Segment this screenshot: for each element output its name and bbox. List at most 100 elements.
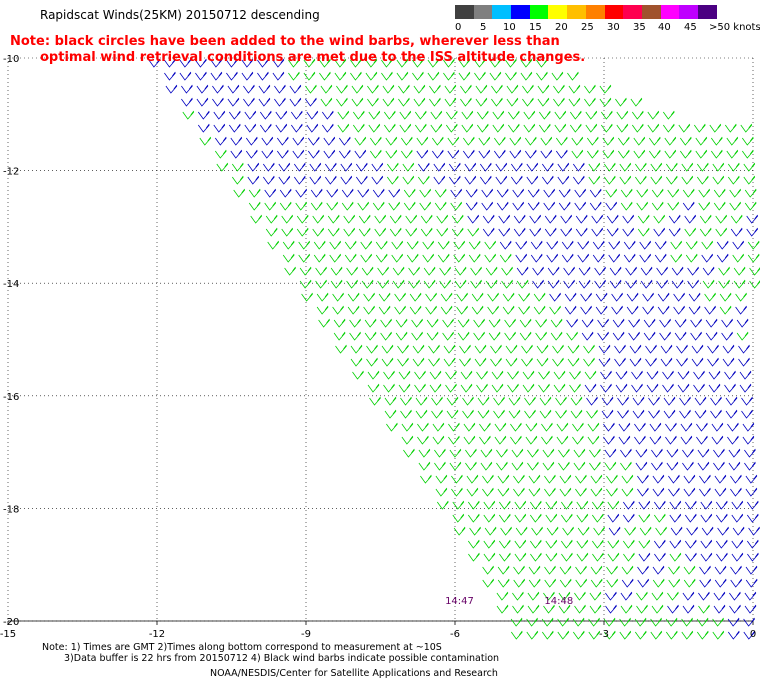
wind-barb: [562, 526, 574, 536]
wind-barb: [544, 578, 557, 588]
wind-barb: [179, 71, 192, 81]
wind-barb: [683, 565, 696, 575]
wind-barb: [164, 58, 176, 68]
wind-barb: [475, 84, 488, 94]
wind-barb: [493, 409, 505, 419]
wind-barb: [560, 539, 573, 549]
wind-barb: [538, 110, 551, 120]
wind-barb: [179, 58, 192, 68]
wind-barb: [460, 84, 472, 94]
wind-barb: [694, 396, 707, 406]
wind-barb: [637, 565, 649, 575]
wind-barb: [617, 409, 629, 419]
wind-barb: [479, 175, 492, 185]
wind-barb: [367, 370, 380, 380]
wind-barb: [693, 370, 705, 380]
wind-barb: [250, 214, 263, 224]
wind-barb: [334, 71, 347, 81]
wind-barb: [678, 123, 691, 133]
legend-labels: 0 5 10 15 20 25 30 35 40 45 >50 knots: [455, 22, 760, 36]
wind-barb: [560, 513, 573, 523]
wind-barb: [496, 188, 509, 198]
wind-barb: [507, 370, 519, 380]
wind-barb: [660, 357, 673, 367]
wind-barb: [310, 201, 323, 211]
wind-barb: [385, 136, 398, 146]
wind-barb: [489, 71, 502, 81]
wind-barb: [578, 279, 591, 289]
wind-barb: [448, 435, 460, 445]
wind-barb: [502, 305, 515, 315]
wind-barb: [648, 149, 661, 159]
wind-barb: [743, 175, 756, 185]
wind-barb: [391, 240, 404, 250]
wind-barb: [181, 84, 193, 94]
wind-barb: [512, 604, 524, 614]
wind-barb: [683, 487, 696, 497]
wind-barb: [695, 136, 708, 146]
wind-barb: [727, 617, 740, 627]
wind-barb: [520, 71, 533, 81]
wind-barb: [622, 500, 635, 510]
wind-barb: [538, 370, 550, 380]
wind-barb: [479, 435, 491, 445]
wind-barb: [696, 435, 708, 445]
wind-barb: [589, 604, 602, 614]
wind-barb: [557, 162, 570, 172]
wind-barb: [330, 279, 343, 289]
wind-barb: [697, 448, 710, 458]
wind-barb: [363, 292, 375, 302]
wind-barb: [492, 123, 505, 133]
wind-barb: [605, 188, 618, 198]
wind-barb: [561, 253, 574, 263]
wind-barb: [567, 344, 580, 354]
wind-barb: [384, 409, 397, 419]
wind-barb: [385, 149, 398, 159]
wind-barb: [684, 539, 697, 549]
wind-barb: [315, 266, 327, 276]
wind-barb: [272, 71, 285, 81]
wind-barb: [241, 58, 254, 68]
wind-barb: [281, 227, 294, 237]
wind-barb: [642, 292, 654, 302]
wind-barb: [608, 240, 621, 250]
wind-barb: [559, 474, 572, 484]
wind-barb: [460, 383, 473, 393]
wind-barb: [603, 422, 615, 432]
wind-barb: [607, 513, 620, 523]
wind-barb: [668, 565, 680, 575]
wind-barb: [214, 149, 227, 159]
wind-barb: [148, 58, 161, 68]
wind-barb: [357, 201, 370, 211]
wind-barb: [303, 58, 316, 68]
wind-barb: [496, 461, 508, 471]
wind-barb: [623, 552, 635, 562]
wind-barb: [313, 240, 326, 250]
wind-barb: [648, 136, 661, 146]
wind-barb: [715, 214, 728, 224]
wind-barb: [491, 97, 503, 107]
wind-barb: [741, 149, 754, 159]
wind-barb: [228, 110, 241, 120]
wind-barb: [357, 188, 370, 198]
wind-barb: [432, 435, 445, 445]
wind-barb: [546, 253, 559, 263]
wind-barb: [274, 84, 286, 94]
wind-barb: [560, 500, 573, 510]
y-tick-label: -20: [3, 617, 19, 628]
wind-barb: [712, 617, 724, 627]
wind-barb: [288, 58, 300, 68]
wind-barb: [398, 97, 410, 107]
wind-barb: [371, 162, 384, 172]
wind-barb: [600, 370, 612, 380]
wind-barb: [698, 591, 710, 601]
wind-barb: [589, 188, 602, 198]
wind-barb: [465, 188, 478, 198]
wind-barb: [358, 214, 371, 224]
wind-barb: [558, 448, 570, 458]
wind-barb: [462, 409, 474, 419]
wind-barb: [695, 149, 708, 159]
time-label: 14:47: [445, 596, 474, 607]
wind-barb: [617, 136, 630, 146]
wind-barb: [261, 136, 274, 146]
